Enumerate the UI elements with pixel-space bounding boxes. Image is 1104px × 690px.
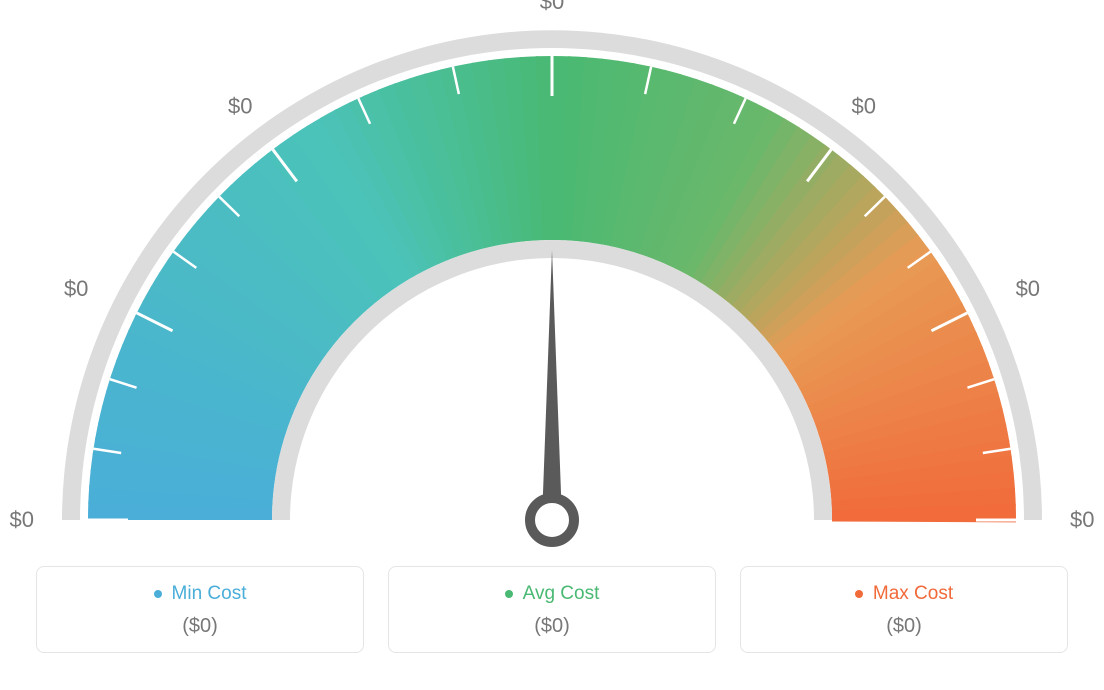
legend-dot-icon [154,590,162,598]
legend-card: Avg Cost ($0) [388,566,716,653]
gauge-scale-label: $0 [540,0,564,14]
gauge-scale-label: $0 [1070,507,1094,532]
legend-card: Max Cost ($0) [740,566,1068,653]
gauge-chart: $0 $0 $0 $0 $0 $0 $0 [0,0,1104,560]
gauge-scale-label: $0 [851,93,875,118]
gauge-scale-label: $0 [64,276,88,301]
gauge-scale-label: $0 [10,507,34,532]
gauge-scale-label: $0 [1016,276,1040,301]
legend-title: Min Cost [55,583,345,605]
legend-card: Min Cost ($0) [36,566,364,653]
legend-dot-icon [855,590,863,598]
gauge-svg: $0 $0 $0 $0 $0 $0 $0 [0,0,1104,560]
legend-value: ($0) [407,615,697,638]
gauge-scale-label: $0 [228,93,252,118]
legend-title: Max Cost [759,583,1049,605]
legend-row: Min Cost ($0) Avg Cost ($0) Max Cost ($0) [0,566,1104,653]
legend-value: ($0) [759,615,1049,638]
legend-title-text: Avg Cost [523,583,600,605]
gauge-needle-hub [530,498,574,542]
legend-title: Avg Cost [407,583,697,605]
legend-title-text: Min Cost [172,583,247,605]
legend-dot-icon [505,590,513,598]
gauge-needle [542,250,562,520]
legend-value: ($0) [55,615,345,638]
legend-title-text: Max Cost [873,583,953,605]
